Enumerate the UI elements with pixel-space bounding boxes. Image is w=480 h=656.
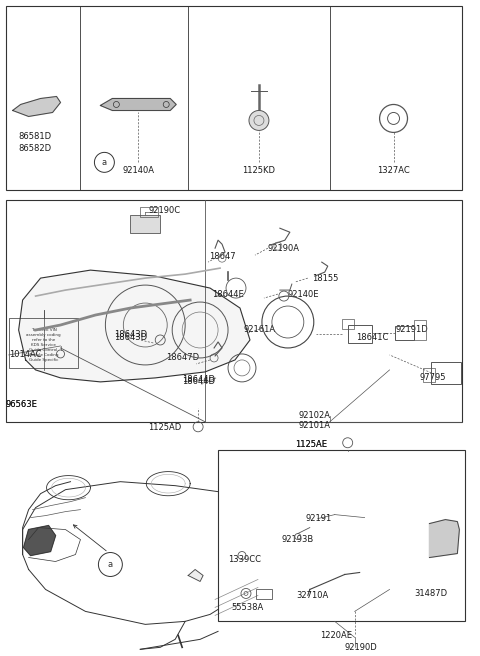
Text: 32710A: 32710A [296, 591, 328, 600]
Text: assembly coding: assembly coding [26, 333, 61, 337]
Polygon shape [430, 520, 459, 558]
Bar [423, 368, 435, 382]
Text: 92101A: 92101A [299, 421, 331, 430]
Bar [415, 320, 426, 340]
Text: 18644E: 18644E [212, 289, 244, 298]
Text: 92190C: 92190C [148, 206, 180, 215]
Text: 18643D: 18643D [114, 331, 147, 340]
Text: refer to the: refer to the [32, 338, 55, 342]
Bar [432, 362, 461, 384]
Text: 18644D: 18644D [182, 375, 215, 384]
Polygon shape [12, 96, 60, 117]
Text: 18641C: 18641C [356, 333, 388, 342]
Polygon shape [100, 98, 176, 110]
Text: a: a [108, 560, 113, 569]
Text: 1125AD: 1125AD [148, 423, 181, 432]
Text: 92190A: 92190A [268, 243, 300, 253]
Text: 18644D: 18644D [182, 377, 215, 386]
Text: 1339CC: 1339CC [228, 555, 261, 564]
Bar [6, 200, 462, 422]
Text: 92191: 92191 [306, 514, 332, 523]
Text: Guide Control: Guide Control [29, 348, 58, 352]
Circle shape [249, 110, 269, 131]
Text: 18647D: 18647D [166, 354, 199, 362]
Bar [6, 6, 462, 190]
Text: 92102A: 92102A [299, 411, 331, 420]
Text: 1125AE: 1125AE [295, 440, 327, 449]
Text: a: a [102, 158, 107, 167]
Bar [256, 590, 272, 600]
Text: 92140E: 92140E [288, 289, 319, 298]
Text: 92193B: 92193B [282, 535, 314, 544]
Text: 1125KD: 1125KD [242, 166, 276, 175]
Text: 92190D: 92190D [345, 643, 377, 652]
Text: Module Coding: Module Coding [28, 353, 59, 357]
Text: To check VIN: To check VIN [31, 328, 57, 332]
Bar [9, 318, 78, 368]
Text: 86581D: 86581D [19, 132, 52, 141]
Text: 92191D: 92191D [396, 325, 428, 335]
Text: 97795: 97795 [420, 373, 446, 382]
Bar [348, 325, 372, 343]
Text: KDS Service: KDS Service [31, 343, 56, 347]
Text: 1220AE: 1220AE [320, 631, 352, 640]
Bar [140, 207, 158, 217]
Text: 18155: 18155 [312, 274, 338, 283]
Text: 92140A: 92140A [122, 166, 154, 175]
Text: 1014AC: 1014AC [9, 350, 41, 359]
Bar [218, 450, 465, 621]
Text: 31487D: 31487D [415, 589, 448, 598]
Polygon shape [24, 525, 56, 556]
Bar [342, 319, 354, 329]
Polygon shape [188, 569, 203, 581]
Text: 55538A: 55538A [231, 603, 263, 612]
Text: 1327AC: 1327AC [377, 166, 410, 175]
Bar [395, 326, 415, 340]
Bar [130, 215, 160, 233]
Text: 86582D: 86582D [19, 144, 52, 153]
Text: 18647: 18647 [209, 252, 236, 260]
Text: 96563E: 96563E [6, 400, 37, 409]
Text: 92161A: 92161A [244, 325, 276, 335]
Text: 96563E: 96563E [6, 400, 37, 409]
Text: 18643D: 18643D [114, 333, 147, 342]
Text: 1125AE: 1125AE [295, 440, 327, 449]
Text: Guide Specific: Guide Specific [29, 358, 58, 362]
Polygon shape [19, 270, 250, 382]
